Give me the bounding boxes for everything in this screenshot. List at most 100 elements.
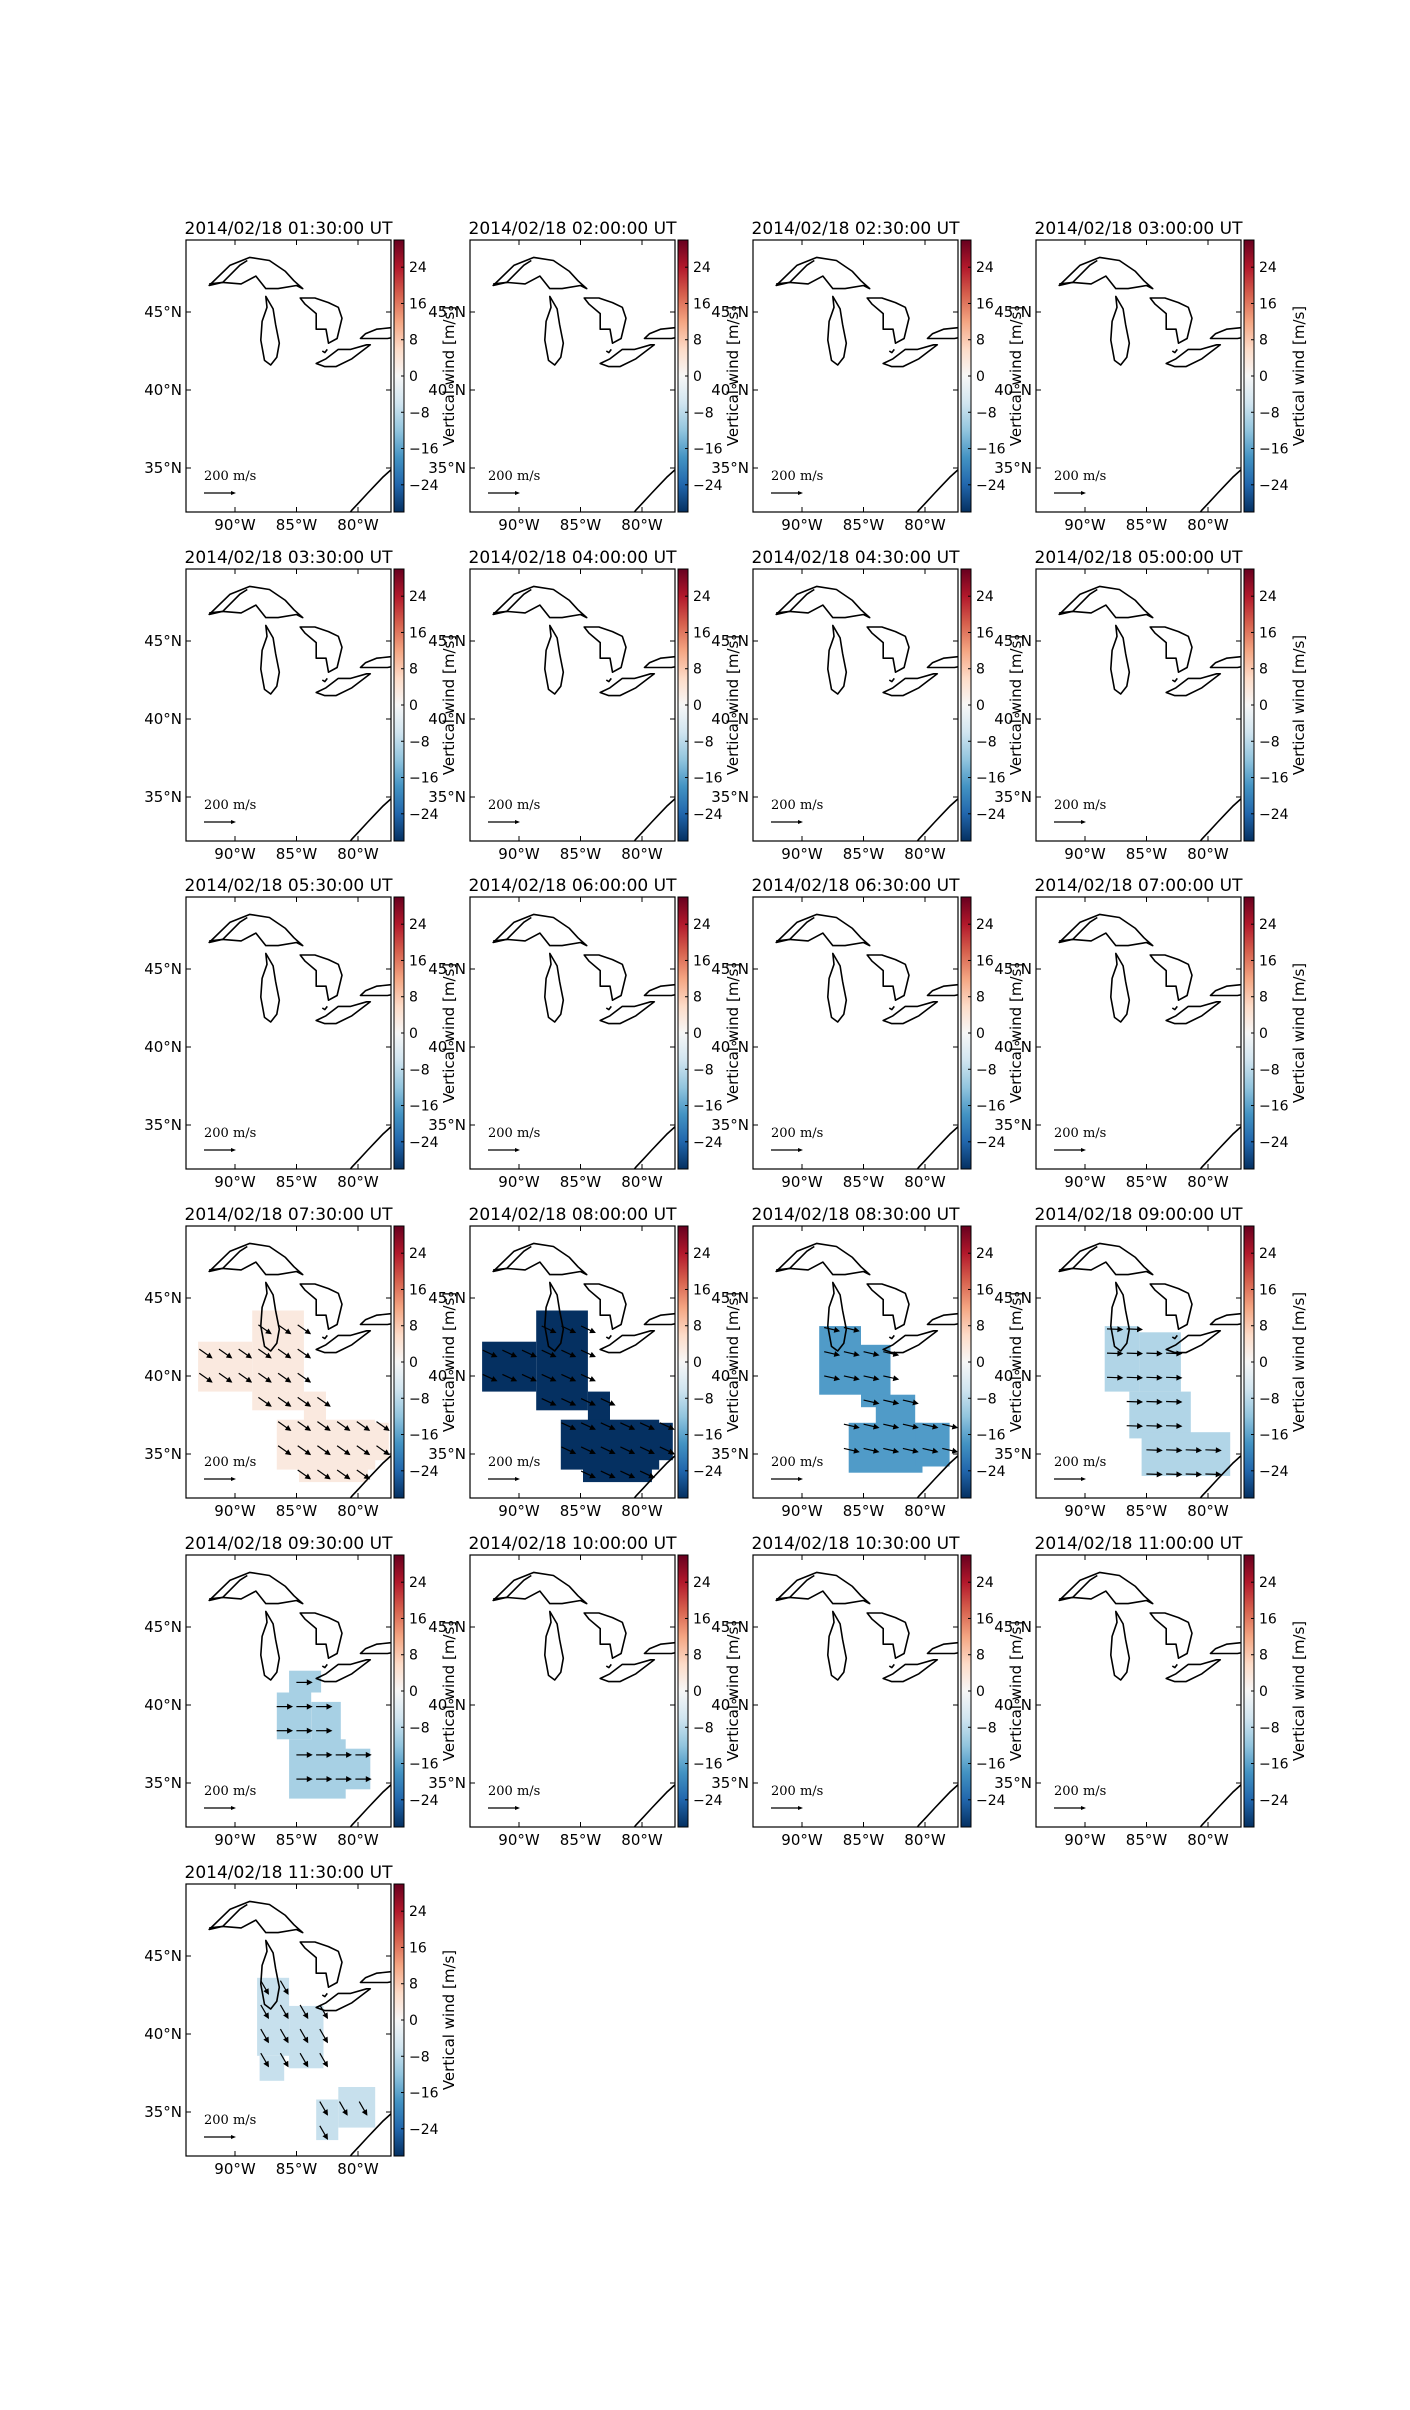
panel-title: 2014/02/18 05:30:00 UT	[185, 876, 394, 896]
quiver-key-label: 200 m/s	[488, 1455, 540, 1470]
plot-frame	[752, 239, 959, 513]
lake-superior-outline	[775, 1571, 871, 1605]
northern-shoreline	[1059, 1245, 1098, 1271]
plot-frame	[1035, 1225, 1242, 1499]
plot-area	[482, 1242, 675, 1498]
wind-arrow-head	[306, 1703, 313, 1710]
lake-st-clair-outline	[321, 1005, 328, 1011]
y-tick-label: 35°N	[711, 459, 749, 477]
lake-superior-outline	[208, 256, 304, 290]
quiver-key-label: 200 m/s	[204, 2113, 256, 2128]
wind-arrow-head	[1156, 1350, 1163, 1357]
x-tick-label: 90°W	[1064, 516, 1106, 534]
colorbar: 24 16 8 0 −8 −16 −24 Vertical wind [m/s]	[960, 1225, 1025, 1499]
x-tick-label: 80°W	[621, 845, 663, 863]
wind-arrow-head	[302, 2060, 309, 2068]
wind-arrow-head	[608, 1400, 616, 1406]
y-tick-label: 40°N	[428, 710, 466, 728]
lake-ontario-outline	[1209, 1312, 1241, 1326]
map-panel: 2014/02/18 03:00:00 UT 200 m/s 90°W 85°W 80°…	[994, 219, 1308, 534]
wind-arrow-head	[284, 1400, 292, 1407]
quiver-key-label: 200 m/s	[771, 469, 823, 484]
colorbar-tick-label: −8	[976, 1720, 997, 1736]
colorbar-tick-label: 16	[693, 1611, 711, 1627]
x-tick-label: 85°W	[560, 1502, 602, 1520]
quiver-key-arrow-head	[1081, 1148, 1086, 1152]
colorbar-tick-label: −8	[976, 1391, 997, 1407]
colorbar: 24 16 8 0 −8 −16 −24 Vertical wind [m/s]	[1243, 239, 1308, 513]
quiver-key-arrow-head	[1081, 1477, 1086, 1481]
panel-title: 2014/02/18 07:00:00 UT	[1035, 876, 1244, 896]
wind-vectors	[198, 1324, 390, 1480]
coastlines	[208, 585, 391, 841]
wind-arrow-head	[383, 1425, 390, 1431]
colorbar-tick-label: 8	[976, 662, 985, 678]
wind-arrow-head	[628, 1448, 636, 1455]
x-tick-label: 80°W	[337, 845, 379, 863]
quiver-key-arrow-head	[231, 1477, 236, 1481]
colorbar-tick-label: 0	[976, 698, 985, 714]
colorbar-tick-label: 24	[409, 1904, 427, 1920]
y-tick-label: 45°N	[428, 1618, 466, 1636]
wind-arrow-head	[343, 1425, 351, 1431]
plot-area	[1058, 1571, 1241, 1827]
wind-cell	[303, 1391, 326, 1423]
wind-arrow-head	[490, 1351, 498, 1358]
map-panel: 2014/02/18 04:00:00 UT 200 m/s 90°W 85°W 80°…	[428, 548, 742, 863]
wind-arrow-head	[265, 1400, 272, 1407]
lake-st-clair-outline	[888, 348, 895, 354]
y-tick-label: 35°N	[711, 1116, 749, 1134]
quiver-key-arrow-head	[798, 820, 803, 824]
quiver-key: 200 m/s	[771, 1784, 823, 1810]
quiver-key-label: 200 m/s	[488, 1784, 540, 1799]
wind-arrow-head	[892, 1423, 900, 1430]
colorbar-label: Vertical wind [m/s]	[440, 306, 458, 446]
colorbar: 24 16 8 0 −8 −16 −24 Vertical wind [m/s]	[960, 239, 1025, 513]
quiver-key: 200 m/s	[488, 1126, 540, 1152]
quiver-key-arrow-head	[231, 1148, 236, 1152]
colorbar-tick-label: 8	[1259, 990, 1268, 1006]
x-tick-label: 90°W	[1064, 1502, 1106, 1520]
y-tick-label: 40°N	[144, 2025, 182, 2043]
wind-arrow-head	[510, 1351, 518, 1358]
y-tick-label: 35°N	[711, 1445, 749, 1463]
quiver-key: 200 m/s	[204, 469, 256, 495]
colorbar-tick-label: 16	[409, 1282, 427, 1298]
colorbar-tick-label: 8	[693, 333, 702, 349]
colorbar: 24 16 8 0 −8 −16 −24 Vertical wind [m/s]	[1243, 1554, 1308, 1828]
lake-st-clair-outline	[1171, 348, 1178, 354]
lake-ontario-outline	[926, 983, 958, 997]
colorbar-tick-label: 0	[976, 369, 985, 385]
x-tick-label: 80°W	[337, 1502, 379, 1520]
quiver-key-arrow-head	[1081, 491, 1086, 495]
x-tick-label: 90°W	[498, 1502, 540, 1520]
lake-huron-outline	[866, 297, 910, 344]
lake-st-clair-outline	[605, 1005, 612, 1011]
colorbar-label: Vertical wind [m/s]	[724, 963, 742, 1103]
wind-arrow-head	[346, 1751, 353, 1758]
colorbar-tick-label: 24	[693, 589, 711, 605]
quiver-key: 200 m/s	[488, 1455, 540, 1481]
lake-ontario-outline	[359, 655, 391, 669]
x-tick-label: 85°W	[1126, 1173, 1168, 1191]
vertical-wind-field	[482, 1310, 673, 1483]
panel-title: 2014/02/18 05:00:00 UT	[1035, 548, 1244, 568]
colorbar-tick-label: −24	[409, 1464, 439, 1480]
plot-area	[492, 256, 675, 512]
coastlines	[492, 256, 675, 512]
lake-erie-outline	[599, 1659, 656, 1683]
y-tick-label: 35°N	[144, 2103, 182, 2121]
colorbar-tick-label: −24	[693, 478, 723, 494]
y-tick-label: 40°N	[144, 710, 182, 728]
colorbar-tick-label: −8	[693, 734, 714, 750]
x-tick-label: 85°W	[276, 1173, 318, 1191]
wind-arrow-head	[628, 1424, 636, 1430]
map-panel: 2014/02/18 02:00:00 UT 200 m/s 90°W 85°W 80°…	[428, 219, 742, 534]
quiver-key-label: 200 m/s	[204, 1784, 256, 1799]
wind-arrow-head	[326, 1751, 333, 1758]
x-tick-label: 90°W	[1064, 845, 1106, 863]
lake-erie-outline	[1165, 344, 1222, 368]
lake-ontario-outline	[926, 1312, 958, 1326]
wind-arrow-head	[263, 2036, 269, 2044]
